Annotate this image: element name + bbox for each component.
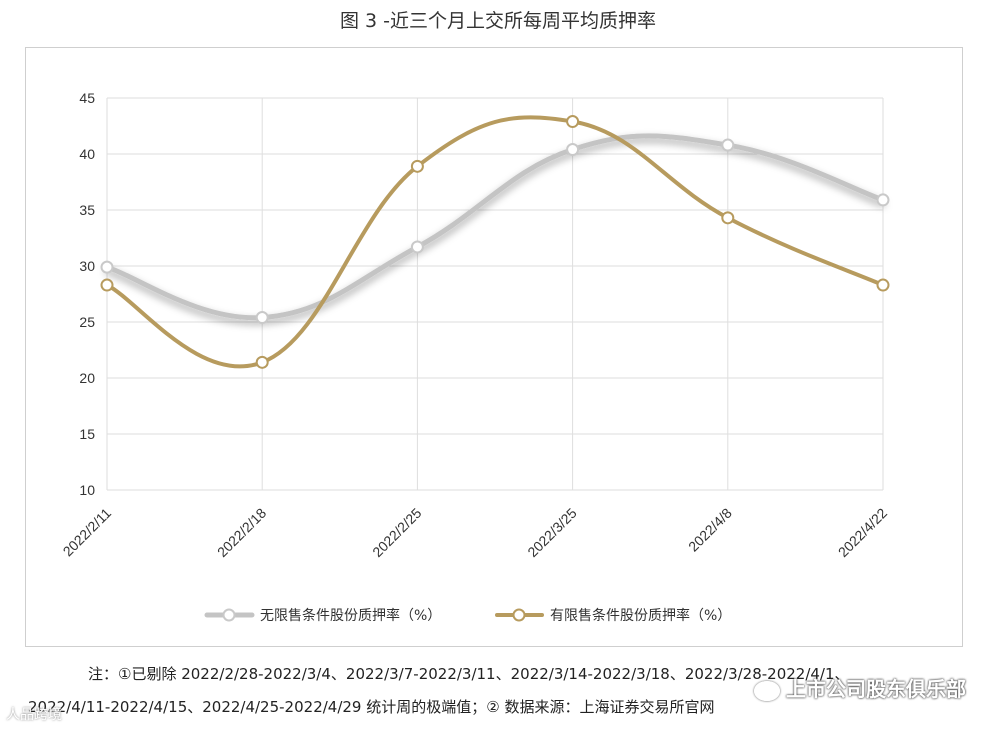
legend-label-2: 有限售条件股份质押率（%）	[550, 607, 731, 624]
chart-title: 图 3 -近三个月上交所每周平均质押率	[339, 10, 657, 32]
x-tick-label: 2022/4/22	[835, 505, 891, 561]
legend-label-1: 无限售条件股份质押率（%）	[260, 607, 441, 624]
series-line-1	[104, 133, 886, 321]
y-tick-label: 45	[79, 90, 95, 106]
series-2-point	[876, 278, 890, 292]
series-1-point	[566, 143, 580, 157]
watermark-wechat-text: 上市公司股东俱乐部	[786, 677, 966, 701]
series-2-point	[721, 211, 735, 225]
series-2-point	[255, 355, 269, 369]
series-1-point	[100, 260, 114, 274]
y-tick-label: 15	[79, 426, 95, 442]
x-tick-label: 2022/2/11	[59, 505, 114, 560]
y-tick-label: 40	[79, 146, 95, 162]
y-tick-label: 25	[79, 314, 95, 330]
series-2-point	[410, 159, 424, 173]
legend-marker-1	[222, 608, 236, 622]
watermark-left-text: 人品跨境	[6, 707, 62, 723]
series-2-point	[566, 115, 580, 129]
y-tick-label: 20	[79, 370, 95, 386]
y-tick-label: 30	[79, 258, 95, 274]
series-1-point	[255, 311, 269, 325]
y-tick-label: 10	[79, 482, 95, 498]
y-tick-label: 35	[79, 202, 95, 218]
wechat-icon	[754, 680, 780, 701]
watermark-left: 人品跨境	[6, 704, 62, 724]
legend-marker-2	[512, 608, 526, 622]
x-tick-label: 2022/2/18	[214, 505, 270, 561]
series-line-2	[105, 115, 885, 369]
series-2-point	[100, 278, 114, 292]
series-1-point	[410, 240, 424, 254]
x-tick-label: 2022/4/8	[685, 505, 735, 555]
footnote-line-1: 注：①已剔除 2022/2/28-2022/3/4、2022/3/7-2022/…	[88, 665, 850, 683]
footnote-line-2: 2022/4/11-2022/4/15、2022/4/25-2022/4/29 …	[28, 698, 715, 716]
series-1-point	[721, 138, 735, 152]
chart-frame	[25, 47, 963, 647]
x-tick-label: 2022/3/25	[524, 505, 580, 561]
x-tick-label: 2022/2/25	[369, 505, 425, 561]
series-1-point	[876, 193, 890, 207]
watermark-wechat: 上市公司股东俱乐部	[754, 673, 966, 702]
